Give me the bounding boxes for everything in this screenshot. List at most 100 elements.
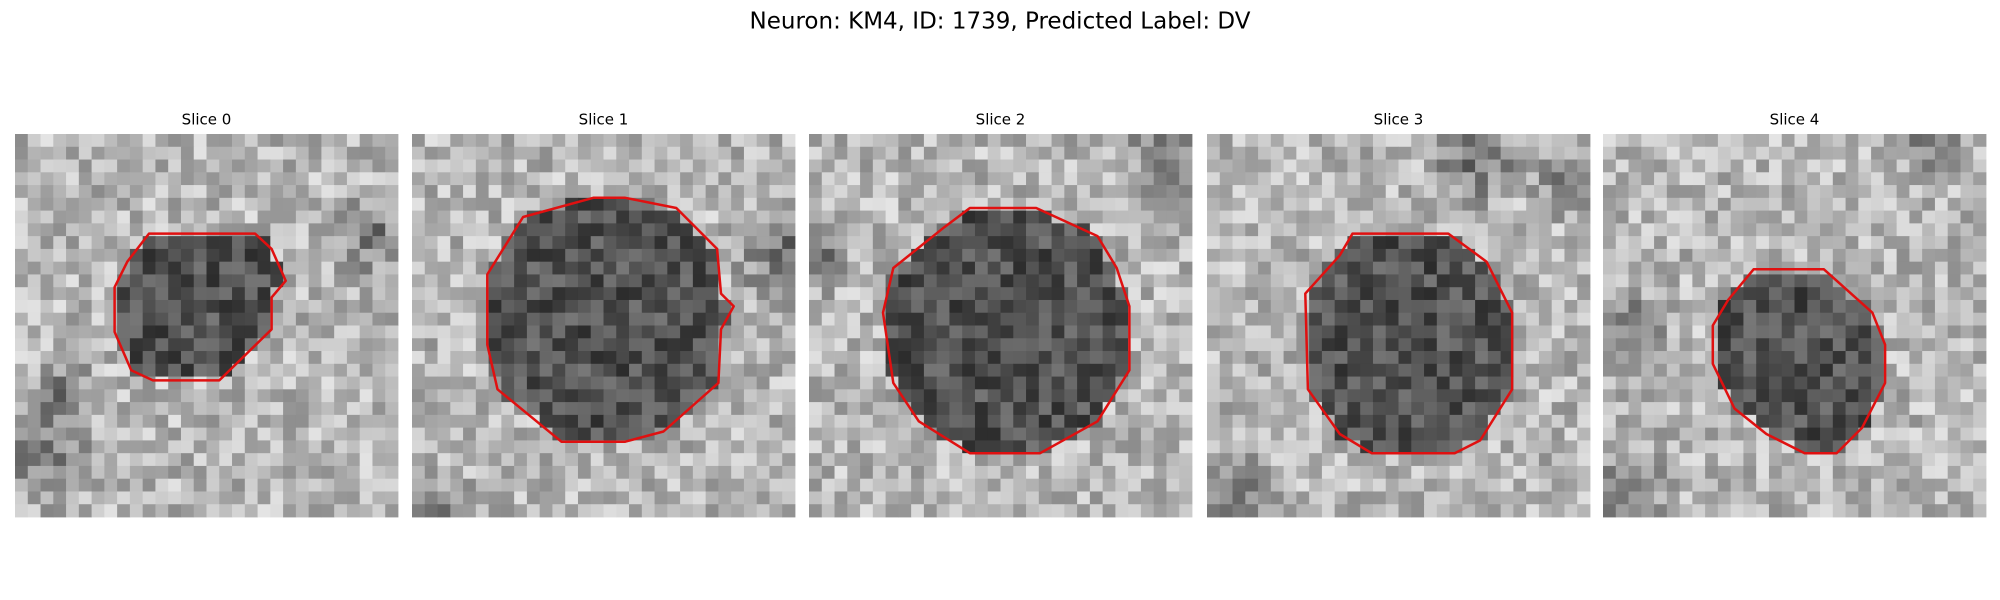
pixel bbox=[206, 197, 220, 211]
pixel bbox=[1705, 223, 1719, 237]
pixel bbox=[1475, 325, 1489, 339]
pixel bbox=[974, 427, 989, 441]
pixel bbox=[1845, 134, 1859, 148]
pixel bbox=[782, 236, 796, 250]
pixel bbox=[514, 414, 528, 429]
pixel bbox=[603, 299, 617, 314]
pixel bbox=[450, 338, 464, 352]
pixel bbox=[782, 351, 796, 365]
pixel bbox=[552, 185, 566, 199]
pixel bbox=[962, 223, 976, 237]
pixel bbox=[1321, 465, 1336, 480]
pixel bbox=[91, 261, 105, 275]
pixel bbox=[1321, 376, 1336, 390]
pixel bbox=[463, 134, 477, 148]
pixel bbox=[1102, 197, 1116, 211]
pixel bbox=[1717, 236, 1732, 250]
pixel bbox=[1411, 325, 1425, 339]
pixel bbox=[1309, 363, 1323, 377]
pixel bbox=[705, 465, 719, 480]
pixel bbox=[53, 453, 67, 467]
pixel bbox=[756, 504, 770, 518]
pixel bbox=[718, 402, 732, 416]
pixel bbox=[1475, 248, 1489, 263]
pixel bbox=[1283, 299, 1297, 314]
pixel bbox=[1077, 338, 1091, 352]
pixel bbox=[1781, 223, 1795, 237]
pixel bbox=[1858, 274, 1872, 288]
pixel bbox=[53, 236, 67, 250]
pixel bbox=[1603, 414, 1617, 429]
pixel bbox=[1462, 299, 1476, 314]
pixel bbox=[1756, 248, 1770, 263]
pixel bbox=[731, 210, 745, 224]
pixel bbox=[1871, 376, 1885, 390]
pixel bbox=[1064, 159, 1078, 173]
pixel bbox=[1705, 376, 1719, 390]
pixel bbox=[1449, 185, 1463, 199]
pixel bbox=[654, 223, 668, 237]
pixel bbox=[1245, 185, 1259, 199]
pixel bbox=[1883, 312, 1898, 326]
pixel bbox=[295, 274, 310, 288]
pixel bbox=[743, 363, 758, 377]
pixel bbox=[577, 414, 592, 429]
pixel bbox=[1756, 427, 1770, 441]
pixel bbox=[1871, 172, 1885, 186]
pixel bbox=[667, 363, 681, 377]
pixel bbox=[1909, 363, 1923, 377]
pixel bbox=[1038, 312, 1052, 326]
pixel bbox=[590, 351, 604, 365]
pixel bbox=[1411, 312, 1425, 326]
pixel bbox=[385, 261, 399, 275]
pixel bbox=[769, 427, 783, 441]
pixel bbox=[731, 465, 745, 480]
pixel bbox=[705, 197, 719, 211]
pixel bbox=[129, 376, 144, 390]
pixel bbox=[463, 465, 477, 480]
pixel bbox=[565, 363, 579, 377]
pixel bbox=[692, 312, 707, 326]
pixel bbox=[885, 146, 899, 160]
pixel bbox=[1026, 363, 1040, 377]
pixel bbox=[27, 223, 41, 237]
pixel bbox=[1832, 478, 1846, 492]
pixel bbox=[1692, 274, 1706, 288]
pixel bbox=[1102, 185, 1116, 199]
pixel bbox=[295, 389, 310, 403]
pixel bbox=[1487, 223, 1502, 237]
pixel bbox=[129, 299, 144, 314]
pixel bbox=[1089, 248, 1104, 263]
pixel bbox=[1768, 440, 1783, 454]
pixel bbox=[1411, 274, 1425, 288]
pixel bbox=[78, 491, 92, 505]
pixel bbox=[257, 491, 271, 505]
pixel bbox=[1628, 287, 1642, 301]
pixel bbox=[1449, 504, 1463, 518]
pixel bbox=[1922, 389, 1936, 403]
pixel bbox=[308, 427, 322, 441]
pixel bbox=[1026, 351, 1040, 365]
pixel bbox=[743, 312, 758, 326]
pixel bbox=[463, 299, 477, 314]
pixel bbox=[450, 299, 464, 314]
pixel bbox=[372, 312, 386, 326]
pixel bbox=[1500, 261, 1514, 275]
pixel bbox=[1909, 325, 1923, 339]
pixel bbox=[1756, 414, 1770, 429]
pixel bbox=[1705, 274, 1719, 288]
pixel bbox=[232, 261, 246, 275]
pixel bbox=[1654, 146, 1668, 160]
pixel bbox=[949, 159, 963, 173]
pixel bbox=[321, 146, 335, 160]
pixel bbox=[129, 197, 144, 211]
pixel bbox=[1960, 325, 1974, 339]
pixel bbox=[834, 236, 848, 250]
pixel bbox=[1089, 197, 1104, 211]
pixel bbox=[936, 376, 950, 390]
pixel bbox=[1794, 248, 1808, 263]
pixel bbox=[731, 261, 745, 275]
pixel bbox=[1128, 440, 1142, 454]
pixel bbox=[987, 402, 1001, 416]
pixel bbox=[142, 159, 156, 173]
